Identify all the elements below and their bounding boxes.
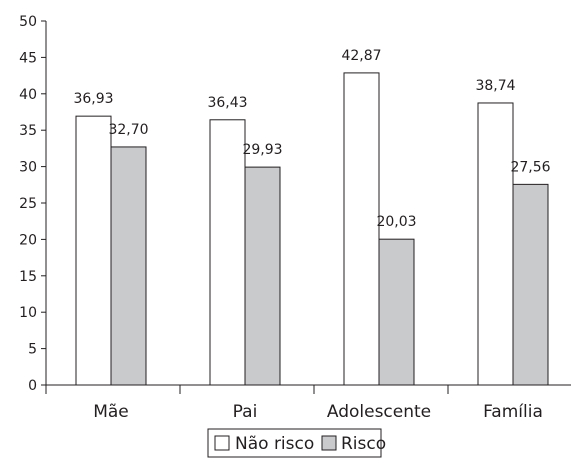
data-label: 36,93 bbox=[73, 91, 113, 107]
y-tick-label: 5 bbox=[28, 342, 37, 358]
bar-risco bbox=[378, 238, 415, 386]
y-tick-label: 15 bbox=[19, 269, 37, 285]
y-tick-label: 40 bbox=[19, 87, 37, 103]
legend: Não risco Risco bbox=[207, 428, 386, 458]
data-label: 32,70 bbox=[108, 122, 148, 138]
bar-risco bbox=[512, 183, 549, 386]
x-category-label: Mãe bbox=[93, 402, 129, 422]
data-label: 27,56 bbox=[510, 159, 550, 175]
bar-risco bbox=[110, 146, 147, 386]
x-category-label: Família bbox=[483, 402, 543, 422]
bar-nao-risco bbox=[209, 119, 246, 386]
bar-nao-risco bbox=[75, 115, 112, 386]
y-tick-label: 10 bbox=[19, 305, 37, 321]
legend-label: Risco bbox=[341, 434, 386, 454]
y-axis: 0 5 10 15 20 25 30 35 40 45 50 bbox=[19, 14, 47, 394]
data-label: 29,93 bbox=[242, 142, 282, 158]
data-label: 36,43 bbox=[207, 95, 247, 111]
data-label: 42,87 bbox=[341, 48, 381, 64]
y-tick-label: 25 bbox=[19, 196, 37, 212]
y-tick-label: 30 bbox=[19, 160, 37, 176]
data-label: 38,74 bbox=[475, 78, 515, 94]
bars: 36,93 32,70 36,43 29,93 42,87 20,03 38,74 27,56 bbox=[73, 48, 551, 386]
data-label: 20,03 bbox=[376, 214, 416, 230]
legend-box bbox=[207, 428, 382, 458]
bar-risco bbox=[244, 166, 281, 386]
x-category-label: Adolescente bbox=[327, 402, 431, 422]
bar-nao-risco bbox=[343, 72, 380, 386]
legend-label: Não risco bbox=[235, 434, 314, 454]
x-axis: Mãe Pai Adolescente Família bbox=[45, 384, 571, 422]
bar-nao-risco bbox=[477, 102, 514, 386]
y-tick-label: 50 bbox=[19, 14, 37, 30]
legend-swatch bbox=[321, 435, 337, 451]
x-category-label: Pai bbox=[233, 402, 258, 422]
y-tick-label: 45 bbox=[19, 50, 37, 66]
legend-swatch bbox=[214, 435, 230, 451]
y-tick-label: 35 bbox=[19, 123, 37, 139]
y-tick-label: 0 bbox=[28, 378, 37, 394]
y-tick-label: 20 bbox=[19, 232, 37, 248]
